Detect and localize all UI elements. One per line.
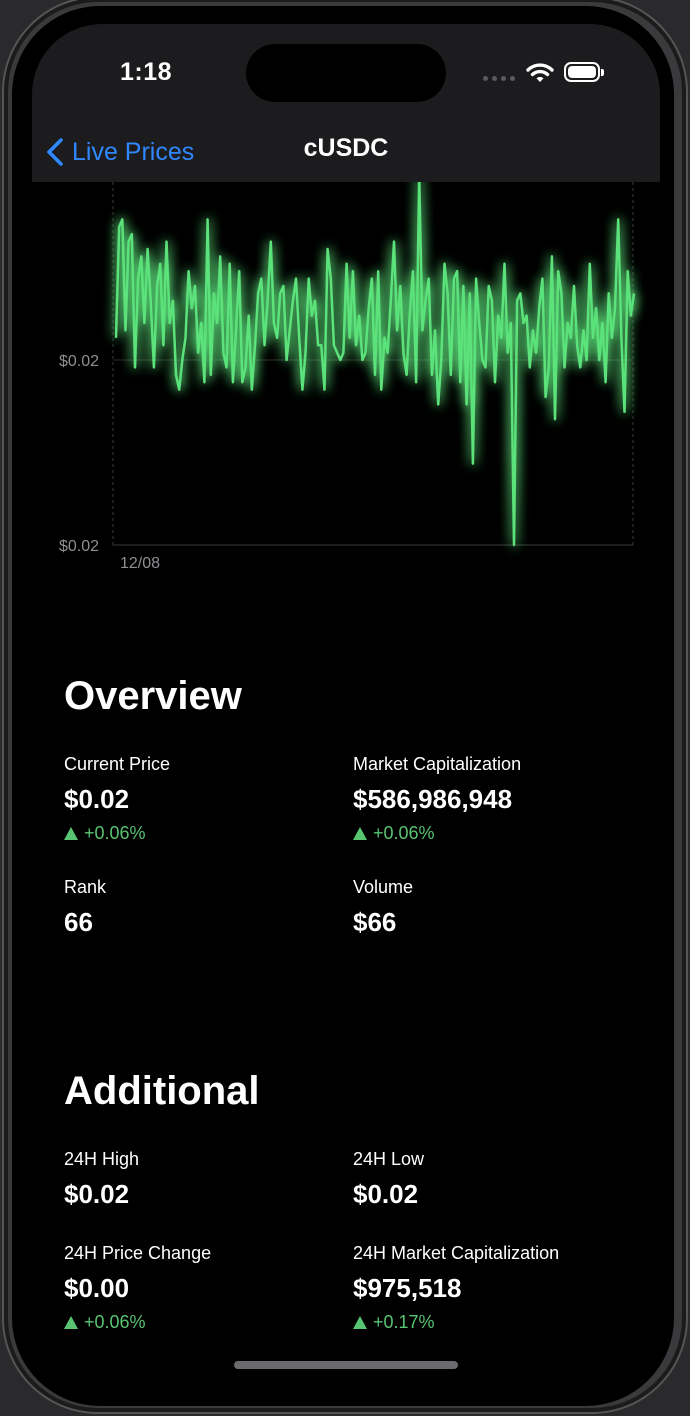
stat-market-cap: Market Capitalization $586,986,948 +0.06… bbox=[353, 754, 633, 844]
stat-24h-high: 24H High $0.02 bbox=[64, 1149, 344, 1210]
stat-label: Market Capitalization bbox=[353, 754, 522, 774]
back-button[interactable]: Live Prices bbox=[46, 132, 194, 172]
stat-change-text: +0.06% bbox=[84, 823, 146, 843]
stat-change: +0.17% bbox=[353, 1312, 653, 1333]
price-chart: $0.02 $0.02 12/08 bbox=[59, 182, 636, 572]
battery-icon bbox=[564, 62, 604, 82]
x-tick-label: 12/08 bbox=[120, 555, 160, 572]
home-indicator[interactable] bbox=[234, 1361, 458, 1369]
stat-label: 24H Market Capitalization bbox=[353, 1243, 560, 1263]
stat-24h-low: 24H Low $0.02 bbox=[353, 1149, 633, 1210]
stat-label: 24H Price Change bbox=[64, 1243, 212, 1263]
stat-value: $0.02 bbox=[353, 1179, 419, 1209]
stat-current-price: Current Price $0.02 +0.06% bbox=[64, 754, 344, 844]
stat-volume: Volume $66 bbox=[353, 877, 633, 938]
wifi-icon bbox=[526, 63, 554, 82]
stat-24h-market-cap: 24H Market Capitalization $975,518 +0.17… bbox=[353, 1243, 653, 1333]
stat-change-text: +0.06% bbox=[373, 823, 435, 843]
stat-change-text: +0.06% bbox=[84, 1312, 146, 1332]
chevron-left-icon bbox=[47, 138, 63, 166]
app-screen: 1:18 cUSDC Live Prices $0.02 bbox=[32, 24, 660, 1400]
stat-label: Rank bbox=[64, 877, 107, 897]
y-tick-label-upper: $0.02 bbox=[59, 353, 99, 370]
stat-label: 24H Low bbox=[353, 1149, 425, 1169]
stat-rank: Rank 66 bbox=[64, 877, 344, 938]
stat-label: Volume bbox=[353, 877, 414, 897]
back-button-label: Live Prices bbox=[72, 137, 195, 166]
stat-value: 66 bbox=[64, 907, 93, 937]
stat-value: $0.02 bbox=[64, 1179, 130, 1209]
nav-title: cUSDC bbox=[303, 134, 389, 162]
stat-label: Current Price bbox=[64, 754, 171, 774]
dynamic-island bbox=[246, 44, 446, 102]
stat-value: $975,518 bbox=[353, 1273, 462, 1303]
additional-title: Additional bbox=[64, 1069, 260, 1113]
stat-change: +0.06% bbox=[353, 823, 633, 844]
stat-24h-price-change: 24H Price Change $0.00 +0.06% bbox=[64, 1243, 344, 1333]
arrow-up-icon bbox=[353, 827, 367, 840]
stat-value: $0.00 bbox=[64, 1273, 130, 1303]
cellular-signal-icon bbox=[483, 76, 515, 81]
stat-value: $0.02 bbox=[64, 784, 130, 814]
arrow-up-icon bbox=[353, 1316, 367, 1329]
status-time: 1:18 bbox=[120, 58, 173, 86]
price-series-line bbox=[114, 182, 636, 547]
stat-change: +0.06% bbox=[64, 1312, 344, 1333]
stat-value: $586,986,948 bbox=[353, 784, 513, 814]
navigation-bar: cUSDC Live Prices bbox=[32, 124, 660, 182]
stat-label: 24H High bbox=[64, 1149, 140, 1169]
y-tick-label-lower: $0.02 bbox=[59, 538, 99, 555]
stat-change-text: +0.17% bbox=[373, 1312, 435, 1332]
overview-title: Overview bbox=[64, 674, 242, 718]
stat-value: $66 bbox=[353, 907, 397, 937]
status-bar: 1:18 bbox=[32, 24, 660, 124]
stat-change: +0.06% bbox=[64, 823, 344, 844]
arrow-up-icon bbox=[64, 827, 78, 840]
arrow-up-icon bbox=[64, 1316, 78, 1329]
